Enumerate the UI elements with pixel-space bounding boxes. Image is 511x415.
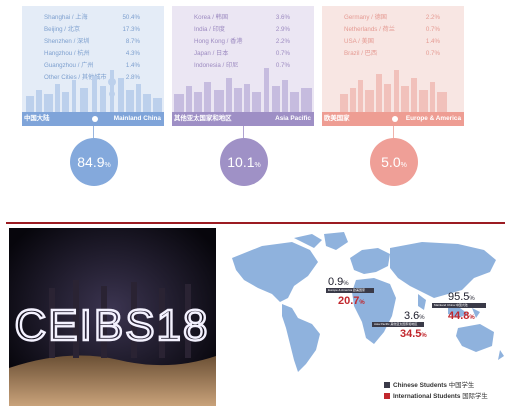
mainland-china-chinese-stat: 95.5%	[448, 291, 475, 303]
europe-america-panel: Germany / 德国 2.2% Netherlands / 荷兰 0.7% US…	[322, 6, 464, 126]
dot-icon	[392, 116, 398, 122]
dot-icon	[92, 116, 98, 122]
europe-america-total-badge: 5.0%	[370, 138, 418, 186]
region-tag: Europe & America 欧美国家	[326, 288, 374, 293]
asia-pacific-chinese-stat: 3.6%	[404, 310, 425, 322]
city-list: Shanghai / 上海 50.4% Beijing / 北京 17.3% She…	[22, 12, 164, 84]
shanghai-skyline-illustration	[26, 70, 162, 112]
country-list: Germany / 德国 2.2% Netherlands / 荷兰 0.7% US…	[322, 12, 464, 60]
list-item: Other Cities / 其他城市 2.8%	[44, 74, 140, 81]
list-item: Netherlands / 荷兰 0.7%	[344, 26, 440, 33]
legend-chinese-students: Chinese Students 中国学生	[384, 382, 474, 390]
list-item: Indonesia / 印尼 0.7%	[194, 62, 290, 69]
country-list: Korea / 韩国 3.6% India / 印度 2.9% Hong Kong …	[172, 12, 314, 72]
list-item: Japan / 日本 0.7%	[194, 50, 290, 57]
western-skyline-illustration	[340, 70, 447, 112]
list-item: USA / 美国 1.4%	[344, 38, 440, 45]
connector-line	[393, 126, 394, 138]
asia-pacific-international-stat: 34.5%	[400, 328, 427, 340]
list-item: Germany / 德国 2.2%	[344, 14, 440, 21]
list-item: Hong Kong / 香港 2.2%	[194, 38, 290, 45]
region-band: 中国大陆 Mainland China	[22, 112, 164, 126]
list-item: Hangzhou / 杭州 4.3%	[44, 50, 140, 57]
region-band: 其他亚太国家和地区 Asia Pacific	[172, 112, 314, 126]
region-band: 欧美国家 Europe & America	[322, 112, 464, 126]
legend-swatch	[384, 382, 390, 388]
photo-illustration: CEIBS18	[9, 228, 216, 406]
connector-line	[93, 126, 94, 138]
list-item: Brazil / 巴西 0.7%	[344, 50, 440, 57]
section-divider	[6, 222, 505, 224]
region-tag: Mainland China 中国大陆	[432, 303, 486, 308]
light-painting-photo: CEIBS18	[9, 228, 216, 406]
list-item: Korea / 韩国 3.6%	[194, 14, 290, 21]
list-item: India / 印度 2.9%	[194, 26, 290, 33]
mainland-china-international-stat: 44.8%	[448, 310, 475, 322]
europe-america-chinese-stat: 0.9%	[328, 276, 349, 288]
list-item: Guangzhou / 广州 1.4%	[44, 62, 140, 69]
asia-pacific-panel: Korea / 韩国 3.6% India / 印度 2.9% Hong Kong …	[172, 6, 314, 126]
light-text: CEIBS18	[15, 301, 210, 350]
list-item: Shanghai / 上海 50.4%	[44, 14, 140, 21]
mainland-china-panel: Shanghai / 上海 50.4% Beijing / 北京 17.3% She…	[22, 6, 164, 126]
world-map	[232, 232, 504, 372]
europe-america-international-stat: 20.7%	[338, 295, 365, 307]
connector-line	[243, 126, 244, 138]
region-tag: Asia Pacific 其他亚太国家和地区	[372, 322, 424, 327]
asia-skyline-illustration	[174, 68, 312, 112]
list-item: Shenzhen / 深圳 8.7%	[44, 38, 140, 45]
asia-pacific-total-badge: 10.1%	[220, 138, 268, 186]
legend-international-students: International Students 国际学生	[384, 393, 488, 401]
mainland-china-total-badge: 84.9%	[70, 138, 118, 186]
legend-swatch	[384, 393, 390, 399]
list-item: Beijing / 北京 17.3%	[44, 26, 140, 33]
